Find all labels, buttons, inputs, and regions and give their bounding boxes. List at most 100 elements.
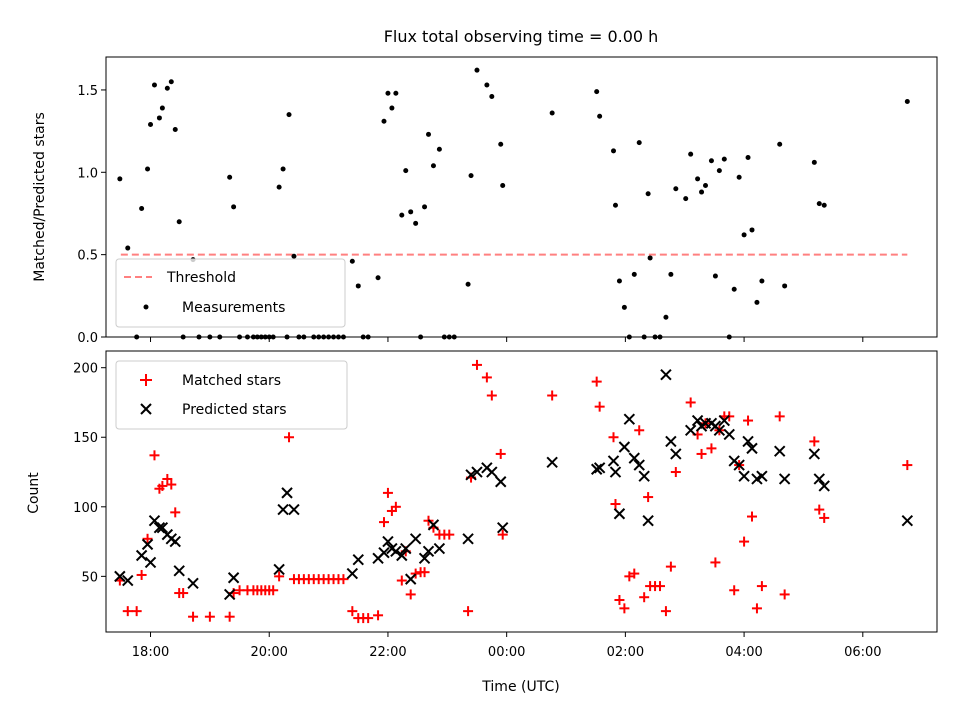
matched-star-point	[204, 611, 215, 622]
measurement-point	[176, 219, 182, 225]
matched-star-point	[142, 533, 153, 544]
matched-star-point	[224, 611, 235, 622]
measurement-point	[117, 176, 123, 182]
predicted-star-point	[813, 473, 825, 485]
bottom-x-tick-label: 00:00	[488, 645, 525, 660]
predicted-stars-points	[114, 368, 914, 601]
measurement-point	[381, 118, 387, 124]
predicted-star-point	[422, 545, 435, 558]
bottom-y-tick-label: 150	[73, 431, 98, 446]
predicted-star-point	[684, 424, 697, 436]
top-y-tick-label: 1.5	[77, 84, 98, 99]
measurement-point	[436, 146, 442, 152]
predicted-star-point	[609, 466, 622, 478]
predicted-star-point	[818, 480, 830, 492]
measurement-point	[164, 85, 170, 91]
measurement-point	[699, 189, 705, 195]
measurement-point	[500, 182, 506, 188]
matched-star-point	[639, 592, 650, 603]
measurement-point	[745, 154, 751, 160]
bottom-plot-frame	[105, 350, 938, 633]
predicted-star-point	[613, 508, 626, 520]
predicted-star-point	[400, 542, 412, 555]
matched-star-point	[610, 499, 621, 510]
matched-star-point	[136, 569, 147, 580]
predicted-star-point	[628, 452, 640, 464]
bottom-x-tick-label: 06:00	[844, 645, 881, 660]
matched-star-point	[166, 479, 177, 490]
predicted-star-point	[156, 521, 169, 534]
predicted-star-point	[418, 552, 431, 564]
measurement-point	[227, 174, 233, 180]
predicted-star-point	[173, 565, 185, 577]
measurement-point	[777, 141, 783, 147]
measurement-point	[145, 166, 151, 172]
measurement-point	[286, 112, 292, 118]
measurement-point	[708, 158, 714, 164]
predicted-star-point	[590, 463, 603, 475]
x-axis-label: Time (UTC)	[481, 679, 559, 695]
chart-title: Flux total observing time = 0.00 h	[384, 27, 659, 46]
predicted-star-point	[593, 462, 606, 474]
legend-threshold-label: Threshold	[166, 270, 236, 286]
predicted-star-point	[546, 456, 558, 468]
matched-star-point	[685, 397, 696, 408]
measurement-point	[736, 174, 742, 180]
matched-star-point	[756, 581, 767, 592]
predicted-star-point	[281, 487, 293, 499]
bottom-y-axis-label: Count	[26, 472, 42, 514]
measurement-point	[489, 94, 495, 100]
bottom-panel: 50 100 150 200 18:00 20:00 22:00 00:00 02:00 04:…	[26, 350, 938, 695]
matched-star-point	[157, 480, 168, 491]
measurement-point	[616, 278, 622, 284]
measurement-point	[703, 182, 709, 188]
predicted-star-point	[187, 577, 199, 590]
legend-measurements-label: Measurements	[182, 300, 285, 316]
predicted-star-point	[273, 563, 285, 576]
matched-star-point	[814, 504, 825, 515]
legend-matched-swatch	[140, 374, 152, 386]
measurement-point	[594, 89, 600, 95]
predicted-star-point	[169, 535, 181, 548]
measurement-point	[688, 151, 694, 157]
matched-star-point	[902, 460, 913, 471]
measurement-point	[172, 126, 178, 132]
matched-star-point	[619, 603, 630, 614]
matched-star-point	[405, 589, 416, 600]
matched-star-point	[696, 448, 707, 459]
matched-star-point	[809, 436, 820, 447]
matched-star-point	[382, 487, 393, 498]
measurement-point	[408, 209, 414, 215]
matched-star-point	[743, 415, 754, 426]
matched-star-point	[634, 425, 645, 436]
measurement-point	[597, 113, 603, 119]
matched-star-point	[274, 571, 285, 582]
predicted-star-point	[901, 515, 914, 527]
predicted-star-point	[382, 535, 394, 548]
matched-star-point	[284, 432, 295, 443]
matched-star-point	[390, 501, 401, 512]
top-plot-frame	[105, 56, 938, 338]
matched-star-point	[410, 568, 421, 579]
measurement-point	[375, 275, 381, 281]
predicted-star-point	[618, 441, 631, 453]
measurement-point	[465, 281, 471, 287]
measurement-point	[474, 67, 480, 73]
top-x-ticks	[150, 337, 864, 342]
matched-star-point	[779, 589, 790, 600]
matched-star-point	[665, 561, 676, 572]
measurement-point	[484, 82, 490, 88]
predicted-star-point	[396, 549, 408, 562]
measurement-point	[430, 163, 436, 169]
legend-matched-label: Matched stars	[182, 373, 281, 389]
bottom-y-tick-label: 50	[81, 570, 98, 585]
predicted-star-point	[114, 570, 126, 583]
top-legend: Threshold Measurements	[115, 258, 346, 328]
top-y-axis-label: Matched/Predicted stars	[32, 112, 48, 282]
matched-star-point	[591, 376, 602, 387]
matched-star-point	[629, 568, 640, 579]
predicted-star-point	[409, 533, 422, 545]
predicted-star-point	[144, 556, 157, 569]
measurement-point	[159, 105, 165, 111]
predicted-star-point	[135, 549, 148, 562]
